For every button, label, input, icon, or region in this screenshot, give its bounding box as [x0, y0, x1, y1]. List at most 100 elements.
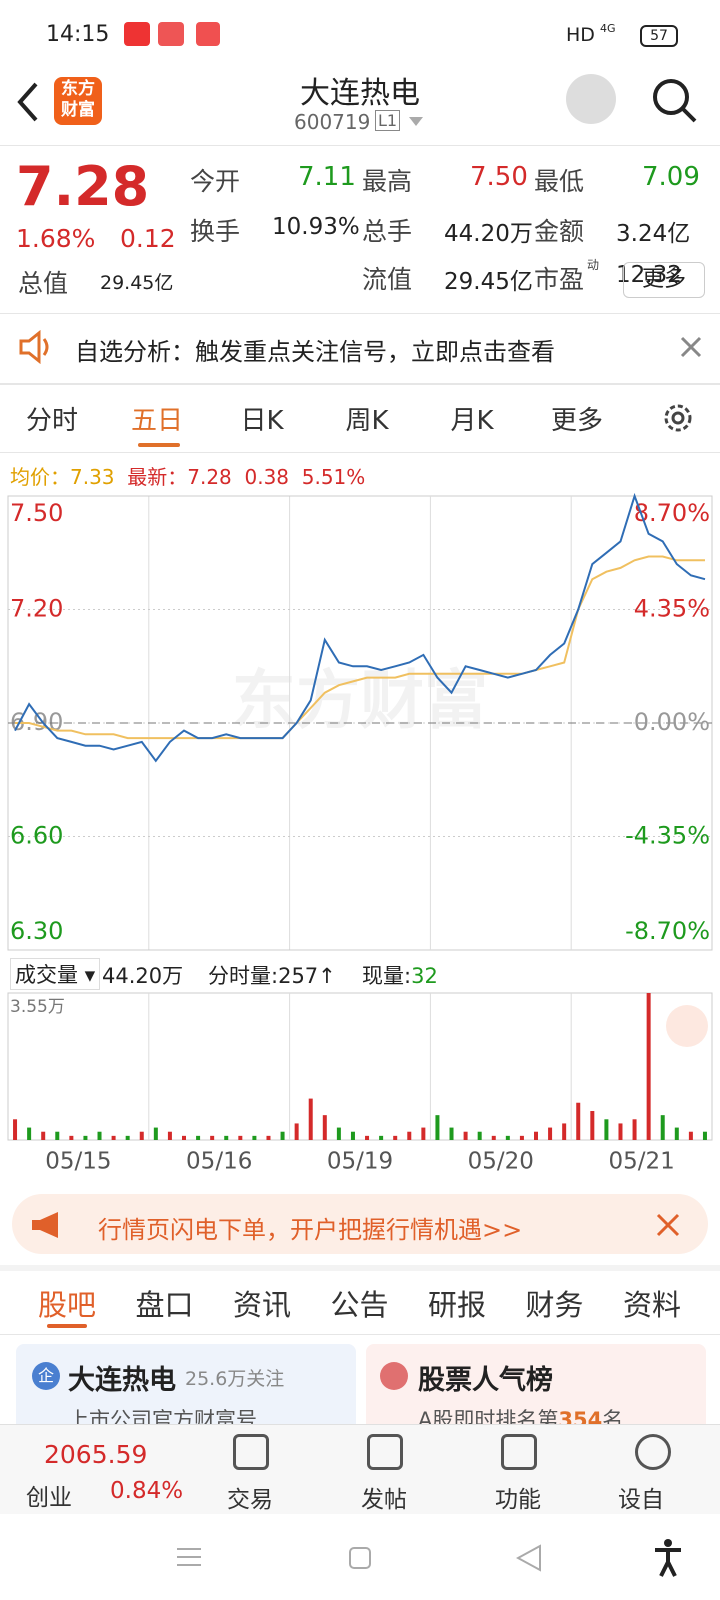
status-battery: 57	[640, 25, 678, 47]
volume-bar	[294, 1123, 299, 1140]
content-tab[interactable]: 盘口	[135, 1288, 194, 1322]
banner-text[interactable]: 行情页闪电下单，开户把握行情机遇>>	[98, 1216, 523, 1244]
x-tick-label: 05/16	[186, 1149, 252, 1175]
status-icon	[124, 22, 150, 46]
field-value: 7.09	[642, 162, 700, 192]
close-button[interactable]	[680, 336, 702, 358]
logo-text: 东方	[61, 79, 95, 99]
status-icon	[158, 22, 184, 46]
nav-label[interactable]: 发帖	[361, 1487, 407, 1513]
content-tab[interactable]: 财务	[525, 1288, 584, 1322]
banner[interactable]	[12, 1194, 708, 1254]
home-key[interactable]	[348, 1546, 372, 1570]
x-tick-label: 05/19	[327, 1149, 393, 1175]
latest-label: 最新：	[127, 465, 188, 489]
now-volume-value: 32	[411, 964, 438, 988]
volume-bar	[224, 1135, 229, 1140]
nav-label[interactable]: 功能	[495, 1487, 541, 1513]
menu-key[interactable]	[176, 1544, 202, 1570]
divider	[0, 1265, 720, 1271]
field-label: 最高	[362, 167, 413, 196]
volume-bar	[322, 1115, 327, 1140]
volume-bar	[336, 1127, 341, 1140]
chart-tab[interactable]: 日K	[240, 406, 284, 436]
content-tab[interactable]: 研报	[427, 1288, 487, 1322]
volume-selector[interactable]: 成交量 ▾	[10, 958, 101, 990]
back-key[interactable]	[516, 1544, 542, 1572]
volume-bar	[125, 1135, 130, 1140]
volume-bar	[379, 1135, 384, 1140]
chart-tab[interactable]: 月K	[450, 406, 494, 436]
y-tick-label: 6.30	[10, 917, 63, 945]
index-pct: 0.84%	[110, 1478, 184, 1504]
volume-bar	[688, 1131, 693, 1140]
volume-bar	[153, 1127, 158, 1140]
notice-text[interactable]: 自选分析：触发重点关注信号，立即点击查看	[75, 338, 555, 366]
nav-label[interactable]: 交易	[227, 1487, 273, 1513]
company-card[interactable]: 企 大连热电 25.6万关注 上市公司官方财富号	[16, 1344, 356, 1434]
chart-tab[interactable]: 五日	[130, 406, 184, 436]
volume-bar	[167, 1131, 172, 1140]
index-value[interactable]: 2065.59	[44, 1440, 148, 1469]
field-label: 换手	[190, 217, 241, 246]
volume-bar	[660, 1115, 665, 1140]
volume-bar	[41, 1131, 46, 1140]
stock-name: 大连热电	[300, 76, 420, 111]
y-tick-label: 7.20	[10, 595, 63, 623]
volume-bar	[702, 1131, 707, 1140]
content-tab[interactable]: 资讯	[232, 1288, 292, 1322]
chart-tab[interactable]: 分时	[25, 406, 79, 436]
more-button[interactable]: 更多	[623, 262, 705, 298]
y2-tick-label: 4.35%	[634, 595, 710, 623]
volume-bar	[69, 1135, 74, 1140]
volume-bar	[674, 1127, 679, 1140]
chart-info: 均价：7.33 最新：7.28 0.38 5.51%	[10, 461, 365, 490]
banner-close[interactable]	[650, 1212, 680, 1238]
volume-bar	[646, 993, 651, 1140]
nav-icon[interactable]	[233, 1434, 269, 1470]
nav-icon[interactable]	[635, 1434, 671, 1470]
rank-card[interactable]: 股票人气榜 A股即时排名第354名	[366, 1344, 706, 1434]
field-label: 今开	[190, 167, 241, 196]
nav-icon[interactable]	[367, 1434, 403, 1470]
volume-bar	[210, 1135, 215, 1140]
volume-bar	[519, 1135, 524, 1140]
accessibility-icon[interactable]	[652, 1538, 684, 1578]
volume-bar	[13, 1119, 18, 1140]
search-button[interactable]	[650, 76, 698, 124]
field-label: 总手	[362, 217, 413, 246]
change: 0.12	[120, 224, 176, 253]
content-tab[interactable]: 公告	[330, 1288, 389, 1322]
current-price: 7.28	[16, 155, 150, 218]
field-value: 10.93%	[272, 214, 360, 240]
nav-icon[interactable]	[501, 1434, 537, 1470]
tick-volume: 分时量:257↑	[208, 960, 336, 990]
dropdown-icon[interactable]	[408, 116, 424, 128]
divider	[0, 145, 720, 146]
settings-button[interactable]	[660, 400, 696, 436]
volume-bar	[562, 1123, 567, 1140]
robot-avatar[interactable]	[566, 74, 616, 124]
divider	[0, 313, 720, 314]
volume-frame	[7, 992, 713, 1141]
content-tab[interactable]: 资料	[622, 1288, 682, 1322]
back-button[interactable]	[14, 80, 44, 124]
volume-bar	[196, 1135, 201, 1140]
card-icon	[380, 1362, 408, 1390]
expand-button[interactable]	[666, 1005, 708, 1047]
status-time: 14:15	[46, 22, 110, 47]
chart-tab[interactable]: 更多	[550, 406, 604, 436]
divider	[0, 452, 720, 453]
field-label: 最低	[534, 167, 585, 196]
content-tab[interactable]: 股吧	[37, 1288, 97, 1322]
volume-bar	[393, 1135, 398, 1140]
volume-bar	[421, 1127, 426, 1140]
field-value: 7.11	[298, 162, 356, 192]
index-name: 创业	[26, 1485, 72, 1511]
volume-bar	[182, 1135, 186, 1140]
chart-tab[interactable]: 周K	[345, 406, 389, 436]
x-tick-label: 05/21	[608, 1149, 674, 1175]
volume-bar	[407, 1131, 412, 1140]
